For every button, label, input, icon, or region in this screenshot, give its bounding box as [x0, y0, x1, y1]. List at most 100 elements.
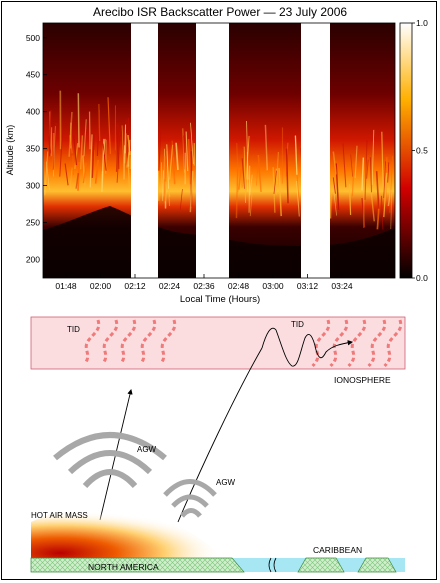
heatmap-streak — [169, 144, 174, 180]
heatmap-streak — [50, 127, 53, 157]
heatmap-streak — [296, 181, 300, 217]
heatmap-streak — [116, 135, 121, 183]
heatmap-streak — [172, 157, 176, 185]
y-axis: 200 250 300 350 400 450 500 — [26, 33, 47, 265]
tid-wave — [329, 319, 349, 368]
heatmap-streak — [157, 171, 160, 201]
tid-wave — [367, 319, 387, 368]
heatmap-streak — [124, 133, 128, 164]
heatmap-streak — [190, 122, 194, 164]
heatmap — [43, 23, 395, 278]
heatmap-streak — [243, 146, 246, 203]
heatmap-streak — [189, 170, 194, 213]
heatmap-streak — [332, 177, 336, 194]
heatmap-streak — [74, 143, 79, 169]
heatmap-streak — [296, 175, 300, 201]
colorbar-tick-label: 1.0 — [416, 18, 428, 28]
heatmap-streak — [124, 124, 127, 154]
data-gap-3 — [301, 23, 330, 278]
heatmap-streak — [276, 151, 279, 195]
heatmap-streak — [333, 192, 337, 216]
heatmap-streak — [121, 125, 125, 176]
tid-wave — [311, 319, 331, 368]
heatmap-streak — [248, 165, 251, 213]
y-tick-label: 250 — [26, 218, 40, 228]
wave-breaking-arrow — [261, 327, 354, 367]
heatmap-streak — [364, 140, 368, 200]
heatmap-streak — [332, 151, 337, 175]
heatmap-streak — [69, 135, 73, 154]
heatmap-streak — [351, 162, 355, 197]
heatmap-streak — [273, 170, 277, 194]
agw-small-arcs — [163, 479, 217, 518]
x-tick-label: 03:24 — [331, 281, 353, 291]
caribbean-island-1 — [297, 557, 345, 573]
heatmap-streak — [68, 111, 73, 157]
heatmap-streak — [46, 161, 50, 191]
heatmap-streak — [342, 143, 347, 188]
colorbar-tick-label: 0.5 — [416, 146, 428, 156]
heatmap-streak — [370, 192, 375, 222]
heatmap-streak — [285, 148, 289, 204]
heatmap-streak — [375, 171, 380, 209]
heatmap-streak — [381, 131, 384, 189]
x-tick-label: 02:12 — [124, 281, 146, 291]
heatmap-streak — [294, 135, 298, 175]
heatmap-streak — [72, 155, 74, 176]
tid-label-left: TID — [67, 325, 80, 334]
heatmap-streak — [390, 193, 393, 230]
heatmap-streak — [246, 121, 249, 180]
heatmap-streak — [125, 119, 129, 165]
heatmap-streak — [64, 163, 69, 186]
y-tick-label: 450 — [26, 70, 40, 80]
heatmap-streak — [369, 157, 373, 193]
y-tick-label: 200 — [26, 255, 40, 265]
chart-title: Arecibo ISR Backscatter Power — 23 July … — [93, 5, 347, 19]
y-axis-label: Altitude (km) — [5, 125, 15, 176]
y-tick-label: 300 — [26, 181, 40, 191]
heatmap-streak — [82, 162, 88, 184]
heatmap-streak — [98, 103, 101, 142]
tid-wave — [84, 319, 101, 363]
x-tick-label: 01:48 — [55, 281, 77, 291]
heatmap-streak — [329, 189, 332, 219]
heatmap-streak — [387, 162, 390, 183]
heatmap-streak — [235, 167, 239, 219]
heatmap-streak — [383, 161, 386, 199]
heatmap-streak — [123, 145, 126, 180]
agw-label-small: AGW — [216, 478, 236, 487]
heatmap-streak — [96, 109, 101, 156]
x-tick-label: 02:48 — [228, 281, 250, 291]
heatmap-streak — [371, 129, 375, 185]
y-tick-label: 500 — [26, 33, 40, 43]
heatmap-streak — [77, 93, 80, 148]
heatmap-streak — [361, 157, 365, 191]
heatmap-streak — [249, 174, 253, 196]
colorbar — [399, 22, 413, 279]
heatmap-streak — [49, 110, 52, 157]
heatmap-streak — [249, 188, 253, 217]
plot-border — [42, 22, 396, 279]
ionosphere-band — [30, 316, 406, 370]
heatmap-streak — [236, 142, 239, 193]
agw-ray-to-ionosphere — [177, 347, 263, 523]
north-america-land — [30, 557, 245, 573]
heatmap-streak — [80, 135, 84, 170]
tid-label-right: TID — [291, 320, 304, 329]
caribbean-label: CARIBBEAN — [313, 545, 362, 555]
heatmap-streak — [348, 184, 352, 215]
data-gap-1 — [131, 23, 158, 278]
tid-wave — [160, 319, 177, 363]
heatmap-streak — [278, 168, 282, 217]
x-tick-label: 02:24 — [159, 281, 181, 291]
x-tick-label: 02:00 — [90, 281, 112, 291]
heatmap-streak — [162, 170, 165, 197]
data-gap-2 — [196, 23, 229, 278]
heatmap-streak — [187, 139, 192, 185]
tid-wave-lines — [84, 319, 403, 368]
hot-air-mass-label: HOT AIR MASS — [31, 511, 88, 520]
y-tick-label: 350 — [26, 144, 40, 154]
caribbean-island-2 — [357, 557, 397, 573]
heatmap-streak — [160, 162, 164, 201]
